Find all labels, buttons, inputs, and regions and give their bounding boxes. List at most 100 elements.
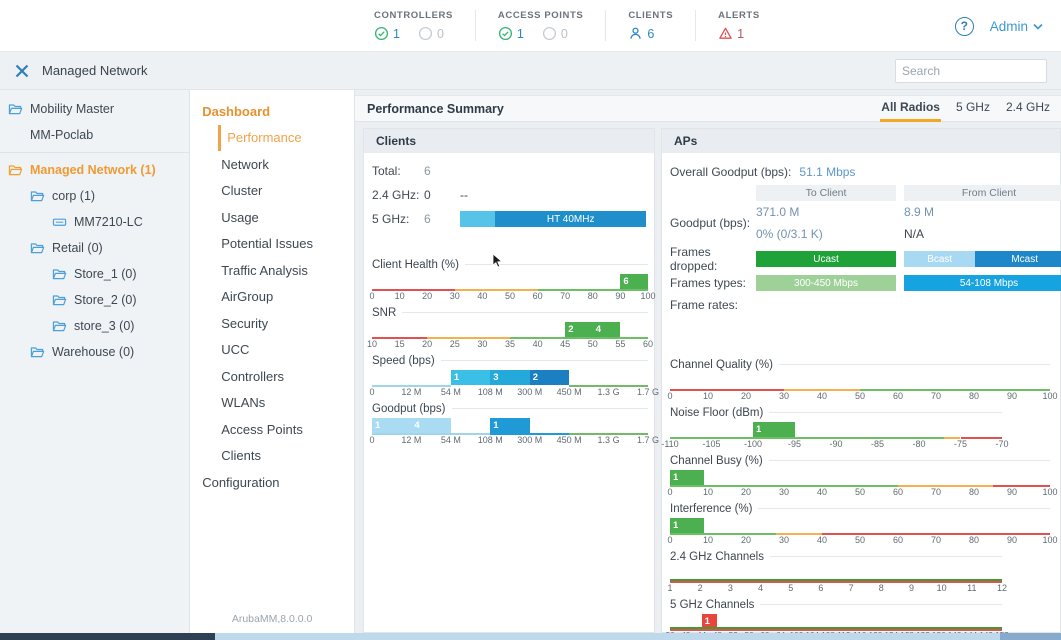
nav-item[interactable]: Potential Issues (190, 231, 354, 258)
tree-item-icon (30, 241, 52, 255)
dropped-from-value: N/A (904, 227, 925, 241)
help-icon[interactable]: ? (954, 16, 974, 36)
tab-5ghz[interactable]: 5 GHz (955, 99, 990, 114)
tab-24ghz[interactable]: 2.4 GHz (1005, 99, 1050, 114)
nav-item-label: Controllers (221, 368, 285, 384)
check-circle-icon (374, 26, 389, 41)
tree-item[interactable]: Retail (0) (0, 235, 189, 261)
chart-title: Noise Floor (dBm) (670, 405, 1002, 420)
nav-item[interactable]: Clients (190, 443, 354, 470)
chart-plot: 1 (670, 516, 1050, 535)
aps-panel: APs Overall Goodput (bps): 51.1 Mbps To … (661, 128, 1061, 640)
tree-item[interactable]: store_3 (0) (0, 313, 189, 339)
radio-tabs: All Radios 5 GHz 2.4 GHz (880, 96, 1051, 122)
stat-access-points[interactable]: ACCESS POINTS 1 0 (474, 10, 605, 41)
chart-title: Goodput (bps) (372, 401, 648, 416)
tree-item-label: store_3 (0) (74, 319, 135, 333)
nav-item[interactable]: Network (190, 151, 354, 178)
band5-label: 5 GHz: (372, 212, 410, 226)
controllers-down-count: 0 (436, 26, 444, 41)
tree-item[interactable]: Managed Network (1) (0, 157, 189, 183)
nav-item[interactable]: Security (190, 310, 354, 337)
nav-item[interactable]: AirGroup (190, 284, 354, 311)
chart-title: Channel Busy (%) (670, 453, 1050, 468)
nav-item[interactable]: Performance (218, 124, 354, 151)
nav-item-label: Clients (221, 448, 261, 464)
context-bar: Managed Network (0, 52, 1061, 90)
search-input[interactable] (896, 64, 1061, 78)
chart-title: 5 GHz Channels (670, 597, 1002, 612)
tab-all-radios[interactable]: All Radios (880, 96, 941, 122)
client-health-chart: Client Health (%) 6 0 10 20 30 40 50 60 70 80 90 100 (369, 257, 655, 302)
chart-axis: 0 12 M 54 M 108 M 300 M 450 M 1.3 G 1.7 G (369, 435, 660, 445)
nav-item-label: Potential Issues (221, 236, 313, 252)
nav-item[interactable]: Traffic Analysis (190, 257, 354, 284)
chart-title: Channel Quality (%) (670, 357, 1050, 372)
nav-item[interactable]: Cluster (190, 178, 354, 205)
user-menu[interactable]: Admin (990, 19, 1043, 34)
nav-item[interactable]: Access Points (190, 416, 354, 443)
nav-item[interactable]: Controllers (190, 363, 354, 390)
channel-quality-chart: Channel Quality (%) 0 10 20 30 40 50 60 70 80 90 10… (667, 357, 1057, 402)
chart-bar: 4 (411, 418, 451, 433)
tree-item-label: Mobility Master (30, 102, 115, 116)
goodput-to-value: 371.0 M (756, 205, 800, 219)
tree-item[interactable]: Mobility Master (0, 96, 189, 122)
alerts-label: ALERTS (718, 10, 760, 21)
bar-segment: Bcast (904, 251, 976, 267)
stat-clients[interactable]: CLIENTS 6 (605, 10, 695, 41)
tree-item[interactable]: Store_1 (0) (0, 261, 189, 287)
interference-chart: Interference (%) 1 0 10 20 30 40 50 60 70 80 90 100 (667, 501, 1057, 546)
tree-item-icon (52, 293, 74, 307)
stat-controllers[interactable]: CONTROLLERS 1 0 (352, 10, 475, 41)
chart-axis: 1 2 3 4 5 6 7 8 9 10 11 12 (667, 583, 1008, 593)
tree-item-icon (8, 163, 30, 177)
access-points-label: ACCESS POINTS (497, 10, 584, 21)
tree-item[interactable]: MM-Poclab (0, 122, 189, 148)
chart-title: 2.4 GHz Channels (670, 549, 1002, 564)
nav-item-label: UCC (221, 342, 250, 358)
close-icon[interactable] (14, 63, 30, 79)
tree-item-icon (8, 102, 30, 116)
tree-item-icon (30, 189, 52, 203)
bar-segment: 54-108 Mbps (904, 275, 1061, 291)
tree-divider (0, 152, 190, 153)
nav-item-label: Performance (227, 130, 302, 146)
tree-item[interactable]: corp (1) (0, 183, 189, 209)
nav-item-label: Access Points (221, 421, 303, 437)
tree-item-label: corp (1) (52, 189, 96, 203)
tree-item[interactable]: MM7210-LC (0, 209, 189, 235)
scrollbar-thumb[interactable] (0, 633, 215, 640)
nav-item[interactable]: Configuration (190, 469, 354, 496)
band24-count: 0 (424, 188, 431, 202)
nav-item[interactable]: WLANs (190, 390, 354, 417)
band5-count: 6 (424, 212, 431, 226)
chart-bar: 4 (592, 322, 621, 337)
nav-item-label: Usage (221, 209, 259, 225)
tree-item[interactable]: Warehouse (0) (0, 339, 189, 365)
chart-axis: 0 10 20 30 40 50 60 70 80 90 100 (667, 487, 1058, 497)
access-points-up-count: 1 (516, 26, 524, 41)
nav-item-label: AirGroup (221, 289, 274, 305)
inactive-circle-icon (542, 26, 557, 41)
nav-item[interactable]: Dashboard (190, 98, 354, 125)
tree-item-icon (52, 267, 74, 281)
bottom-scrollbar[interactable] (0, 633, 1061, 640)
dropped-to-value: 0% (0/3.1 K) (756, 227, 823, 241)
nav-item[interactable]: Usage (190, 204, 354, 231)
channels-24ghz-chart: 2.4 GHz Channels 1 2 3 4 5 6 7 8 9 10 11 12 (667, 549, 1008, 594)
chart-axis: -110 -105 -100 -95 -90 -85 -80 -75 -70 (661, 439, 1009, 449)
goodput-chart: Goodput (bps) 1 4 1 0 12 M 54 M 108 M 300 M 450 M… (369, 401, 660, 446)
tree-item[interactable]: Store_2 (0) (0, 287, 189, 313)
chart-plot: 1 (670, 468, 1050, 487)
noise-floor-chart: Noise Floor (dBm) 1 -110 -105 -100 -95 -90 -85-… (661, 405, 1009, 450)
version-text: ArubaMM,8.0.0.0 (231, 613, 313, 625)
tree-item-label: Store_1 (0) (74, 267, 137, 281)
nav-item[interactable]: UCC (190, 337, 354, 364)
chart-bar: 1 (701, 614, 718, 629)
tree-item-label: Retail (0) (52, 241, 103, 255)
stat-alerts[interactable]: ALERTS 1 (695, 10, 782, 41)
chart-bar: 3 (490, 370, 530, 385)
tree-item-icon (30, 345, 52, 359)
